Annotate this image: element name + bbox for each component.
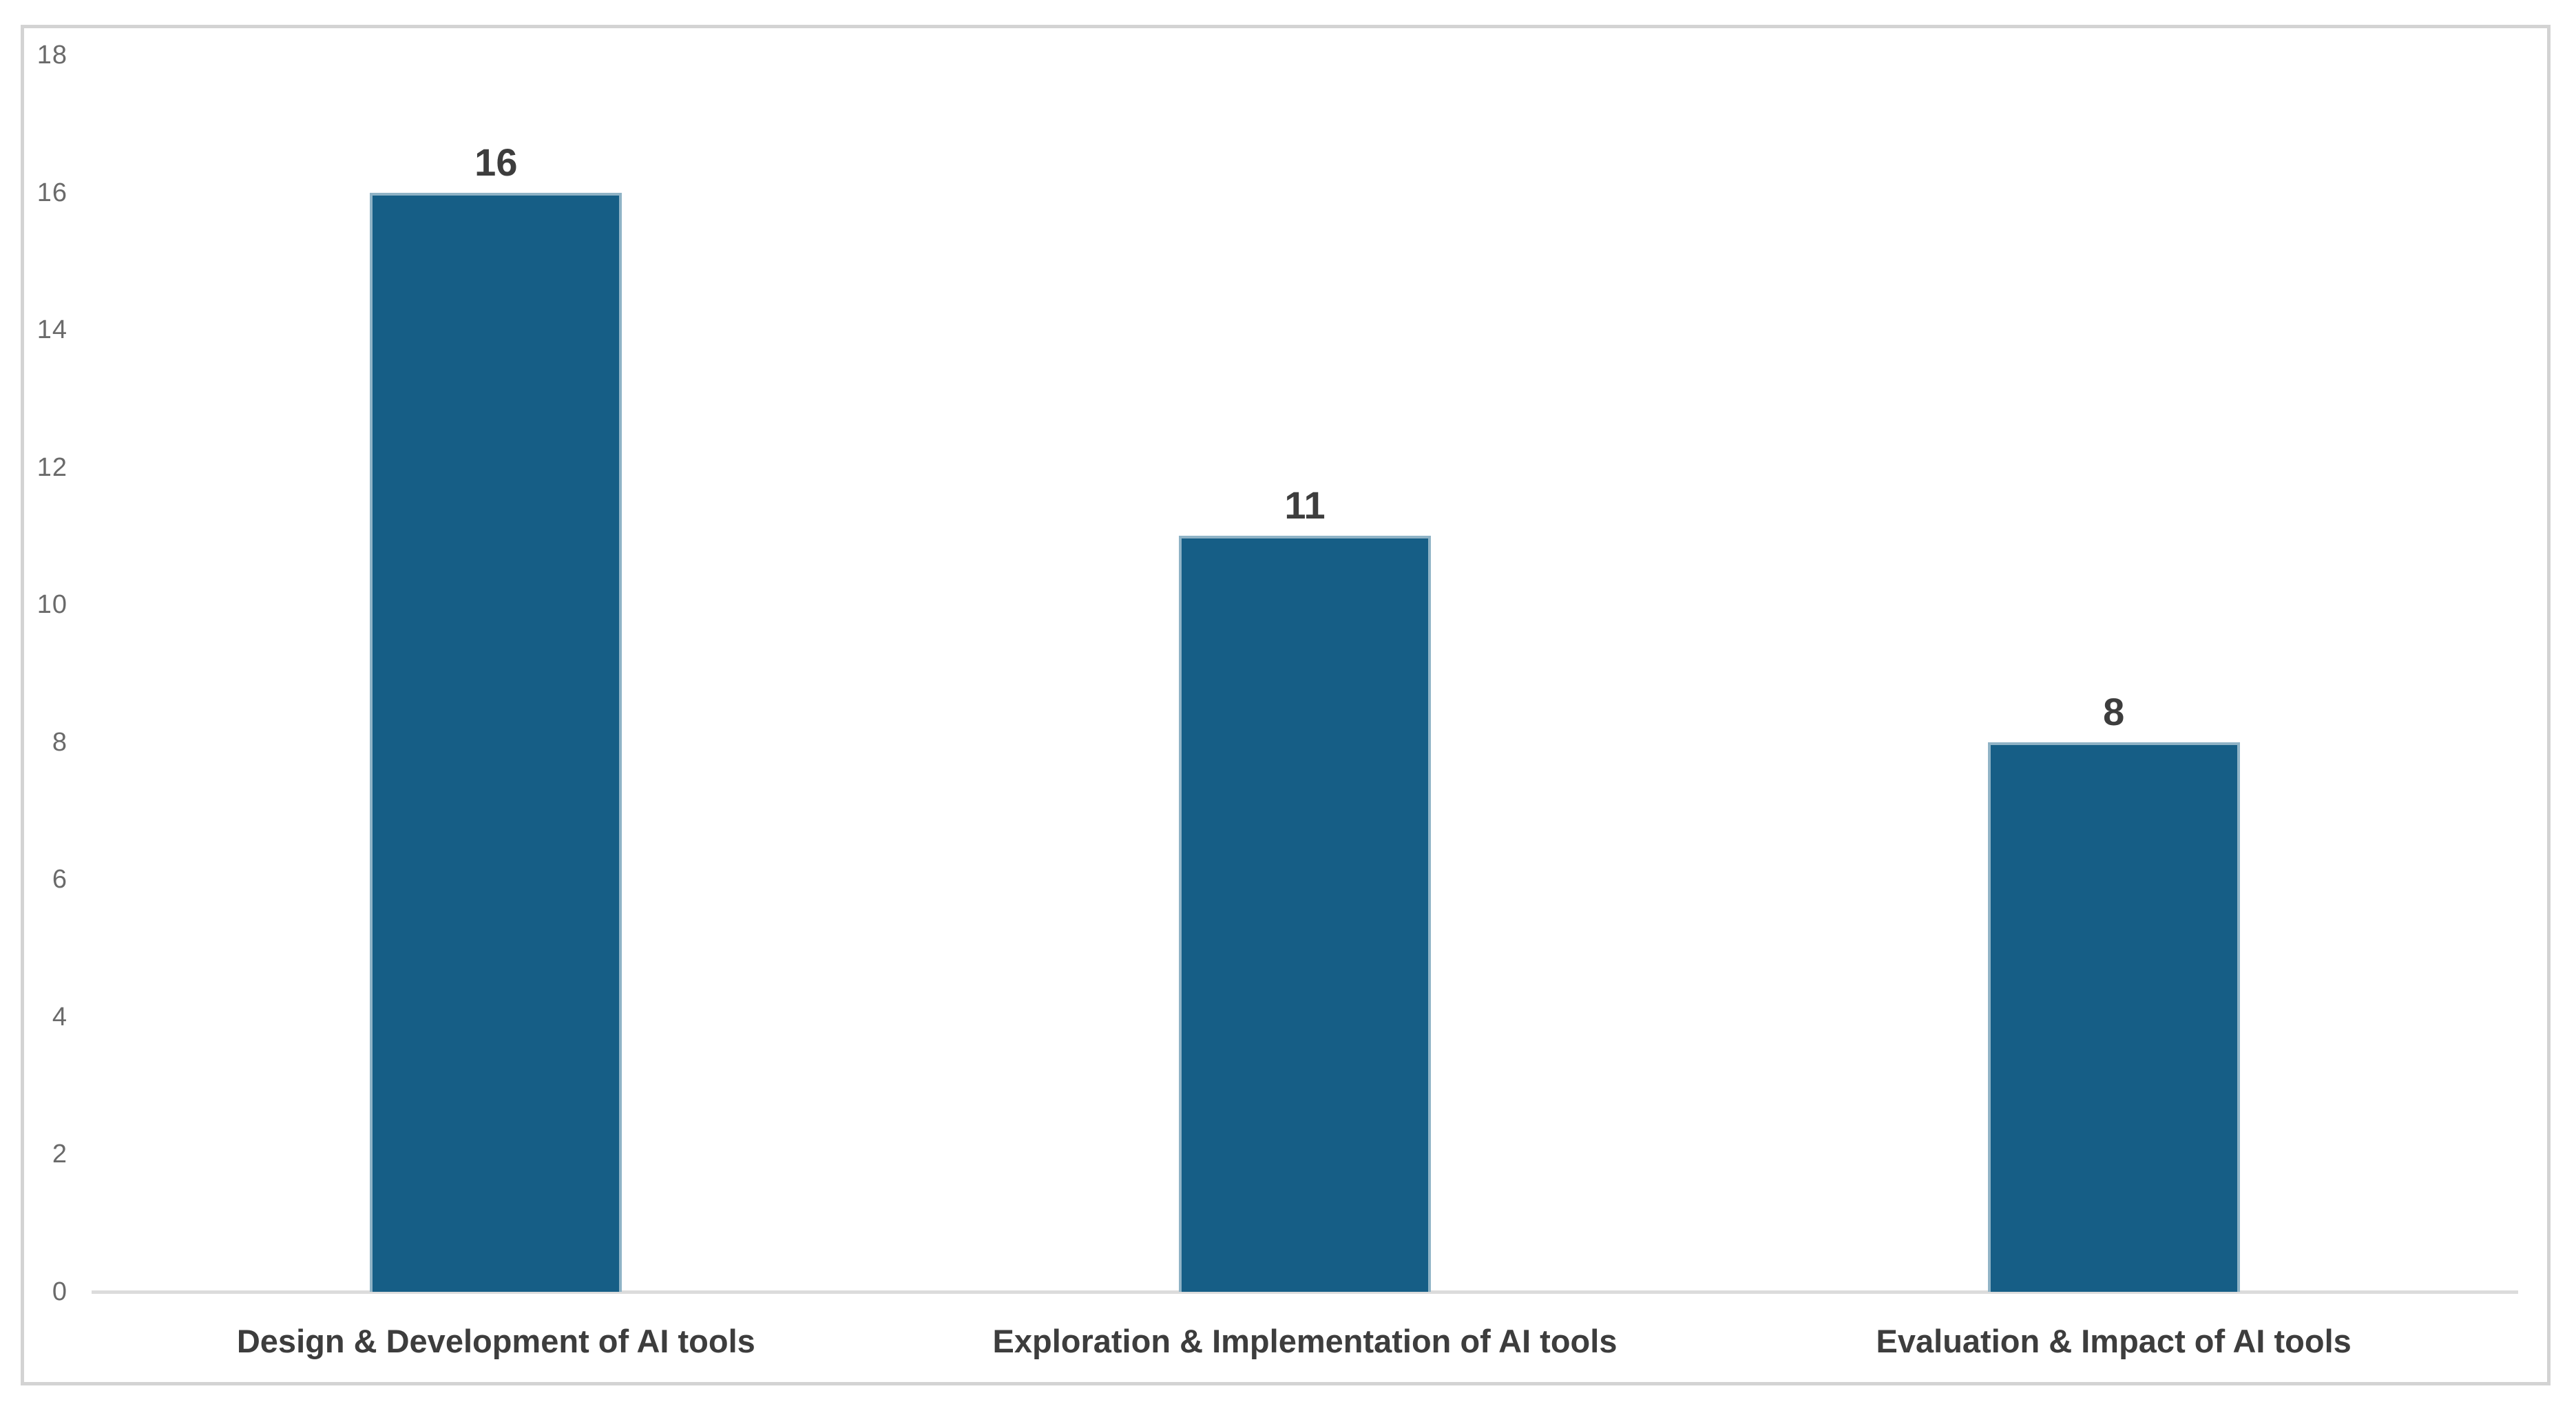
y-tick-label: 10: [36, 590, 67, 620]
bar: [1179, 536, 1431, 1292]
category-label: Exploration & Implementation of AI tools: [992, 1323, 1617, 1359]
y-tick-label: 0: [52, 1277, 67, 1306]
bar: [1987, 742, 2240, 1292]
category-label: Evaluation & Impact of AI tools: [1876, 1323, 2352, 1359]
y-tick-label: 16: [36, 178, 67, 207]
y-tick-label: 18: [36, 41, 67, 70]
y-tick-label: 8: [52, 727, 67, 757]
y-tick-label: 12: [36, 452, 67, 482]
bar-value-label: 16: [474, 140, 518, 184]
bar-value-label: 8: [2103, 689, 2125, 733]
y-tick-label: 2: [52, 1140, 67, 1169]
bar-value-label: 11: [1284, 483, 1326, 527]
y-tick-label: 4: [52, 1002, 67, 1032]
x-axis-line: [92, 1290, 2518, 1294]
category-label: Design & Development of AI tools: [236, 1323, 755, 1359]
bar: [370, 192, 622, 1292]
y-tick-label: 6: [52, 865, 67, 894]
plot-area: [92, 55, 2518, 1294]
y-tick-label: 14: [36, 315, 67, 345]
